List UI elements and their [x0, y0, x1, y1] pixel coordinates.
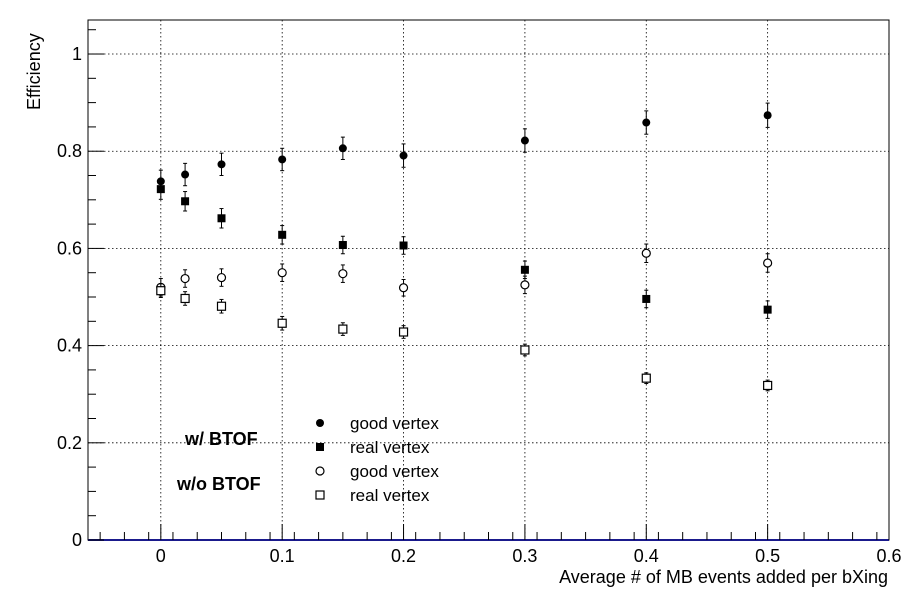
x-tick-label: 0.3 — [512, 546, 537, 566]
point-open-circle — [520, 280, 530, 290]
point-filled-square — [217, 214, 226, 223]
y-axis-title: Efficiency — [24, 33, 44, 110]
x-tick-label: 0.5 — [755, 546, 780, 566]
series-filled-square — [156, 178, 772, 319]
point-open-square — [277, 318, 287, 328]
legend-label-real-vertex-no-btof: real vertex — [350, 486, 430, 505]
point-filled-circle — [278, 155, 287, 164]
point-filled-circle — [181, 170, 190, 179]
point-filled-square — [763, 305, 772, 314]
point-open-square — [216, 301, 227, 311]
point-open-square — [763, 380, 773, 391]
point-open-circle — [338, 269, 348, 279]
legend: w/ BTOF w/o BTOF good vertex real vertex… — [176, 414, 439, 505]
point-filled-circle — [338, 144, 347, 153]
y-tick-label: 1 — [72, 44, 82, 64]
point-open-square — [398, 327, 409, 337]
series-filled-circle — [156, 102, 772, 194]
point-open-circle — [277, 268, 287, 278]
point-open-circle — [641, 248, 651, 258]
x-axis-title: Average # of MB events added per bXing — [559, 567, 888, 587]
point-open-square — [156, 286, 166, 296]
y-tick-label: 0.4 — [57, 336, 82, 356]
point-open-circle — [216, 272, 227, 283]
point-filled-circle — [642, 118, 651, 127]
legend-label-good-vertex-no-btof: good vertex — [350, 462, 439, 481]
series-open-square — [156, 283, 773, 392]
point-filled-circle — [399, 151, 408, 160]
point-filled-square — [520, 265, 529, 274]
point-open-circle — [398, 283, 409, 293]
x-tick-label: 0 — [156, 546, 166, 566]
x-tick-label: 0.2 — [391, 546, 416, 566]
legend-group-with-btof: w/ BTOF — [184, 429, 258, 449]
legend-marker-open-circle — [315, 466, 325, 476]
y-tick-label: 0.2 — [57, 433, 82, 453]
x-tick-label: 0.6 — [876, 546, 901, 566]
point-filled-square — [181, 197, 190, 206]
series-open-circle — [156, 243, 773, 297]
y-tick-label: 0.6 — [57, 238, 82, 258]
point-filled-circle — [217, 160, 226, 169]
point-open-square — [520, 345, 530, 355]
y-tick-label: 0 — [72, 530, 82, 550]
point-filled-square — [278, 230, 287, 239]
legend-label-real-vertex-btof: real vertex — [350, 438, 430, 457]
point-open-circle — [763, 258, 773, 268]
point-filled-circle — [520, 136, 529, 145]
point-open-square — [338, 324, 348, 334]
axis-ticks: 0 0.2 0.4 0.6 0.8 1 0 0.1 0.2 0.3 0.4 0.5 0.6 — [57, 29, 902, 566]
legend-label-good-vertex-btof: good vertex — [350, 414, 439, 433]
point-filled-square — [338, 241, 347, 250]
x-tick-label: 0.4 — [634, 546, 659, 566]
point-open-circle — [180, 273, 190, 284]
legend-marker-filled-circle — [316, 419, 324, 427]
point-filled-circle — [763, 111, 772, 120]
legend-marker-filled-square — [316, 443, 324, 451]
point-filled-square — [399, 241, 408, 250]
data-points — [156, 102, 773, 392]
point-open-square — [180, 293, 190, 304]
legend-marker-open-square — [315, 490, 325, 500]
point-open-square — [641, 373, 651, 383]
y-tick-label: 0.8 — [57, 141, 82, 161]
legend-group-without-btof: w/o BTOF — [176, 474, 261, 494]
point-filled-square — [642, 294, 651, 303]
point-filled-square — [156, 185, 165, 194]
x-tick-label: 0.1 — [270, 546, 295, 566]
